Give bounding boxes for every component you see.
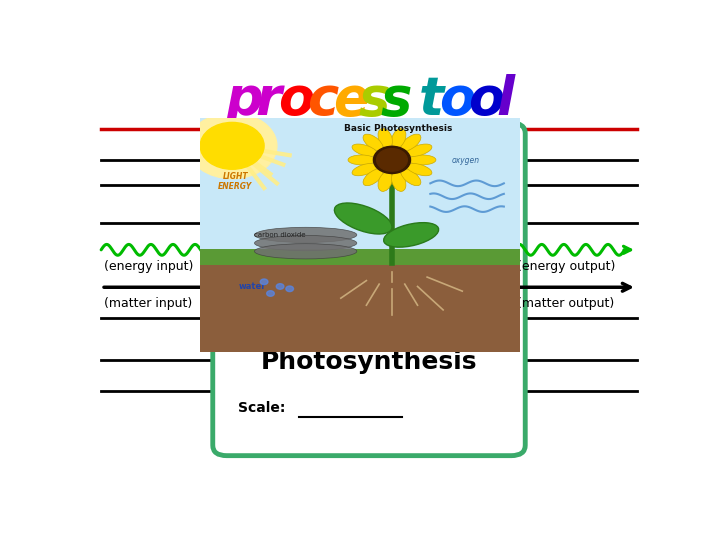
Text: (matter output): (matter output) [517, 298, 614, 310]
Text: o: o [438, 74, 475, 126]
Ellipse shape [384, 222, 438, 247]
Ellipse shape [401, 134, 421, 151]
Ellipse shape [378, 129, 392, 148]
Circle shape [377, 148, 408, 171]
Bar [200, 118, 520, 263]
Text: t: t [418, 74, 444, 126]
Text: l: l [497, 74, 515, 126]
Ellipse shape [392, 129, 406, 148]
Bar [200, 254, 520, 352]
Ellipse shape [363, 134, 383, 151]
FancyBboxPatch shape [213, 123, 526, 456]
Text: LIGHT
ENERGY: LIGHT ENERGY [218, 172, 253, 191]
Ellipse shape [392, 172, 406, 191]
Text: (matter input): (matter input) [104, 298, 192, 310]
Text: Photosynthesis: Photosynthesis [261, 350, 477, 374]
Circle shape [286, 286, 294, 292]
Circle shape [260, 279, 268, 285]
Circle shape [276, 284, 284, 289]
Text: (energy output): (energy output) [517, 260, 616, 273]
FancyBboxPatch shape [233, 146, 505, 346]
Text: c: c [307, 74, 338, 126]
Bar [200, 249, 520, 265]
Ellipse shape [407, 164, 432, 176]
Ellipse shape [407, 144, 432, 157]
Circle shape [374, 146, 410, 173]
Ellipse shape [378, 172, 392, 191]
Text: carbon dioxide: carbon dioxide [254, 232, 306, 238]
Text: r: r [256, 74, 282, 126]
Ellipse shape [352, 164, 377, 176]
Text: o: o [468, 74, 504, 126]
Text: s: s [359, 74, 390, 126]
Text: water: water [238, 282, 266, 291]
Ellipse shape [254, 244, 357, 259]
Ellipse shape [409, 155, 436, 165]
Text: o: o [278, 74, 315, 126]
Circle shape [266, 291, 274, 296]
Circle shape [200, 123, 264, 169]
Text: p: p [225, 74, 264, 126]
Text: s: s [381, 74, 412, 126]
Ellipse shape [254, 235, 357, 251]
Ellipse shape [348, 155, 375, 165]
Text: oxygen: oxygen [451, 156, 480, 165]
Ellipse shape [401, 169, 421, 186]
Text: (energy input): (energy input) [104, 260, 194, 273]
Text: Scale:: Scale: [238, 401, 285, 415]
Ellipse shape [334, 203, 392, 234]
Text: Basic Photosynthesis: Basic Photosynthesis [344, 124, 453, 133]
Ellipse shape [363, 169, 383, 186]
Ellipse shape [254, 227, 357, 242]
Text: e: e [333, 74, 369, 126]
Circle shape [187, 113, 277, 179]
Ellipse shape [352, 144, 377, 157]
